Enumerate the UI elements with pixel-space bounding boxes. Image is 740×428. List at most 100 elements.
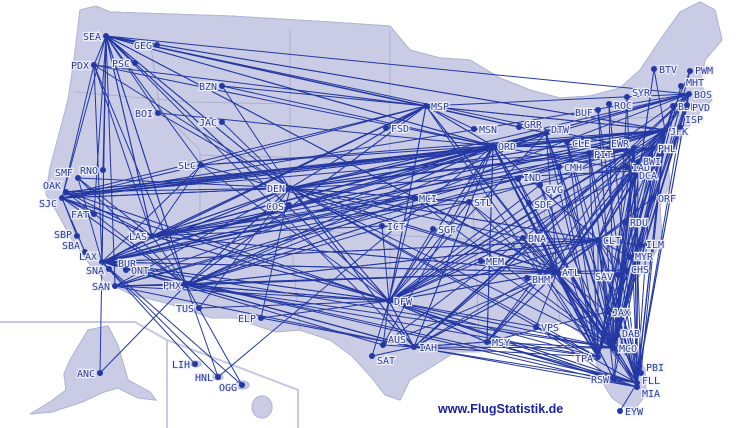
airport-sbp[interactable]: SBP (53, 229, 80, 242)
airport-btv[interactable]: BTV (651, 64, 678, 77)
airport-tus[interactable]: TUS (175, 303, 202, 316)
airport-myr[interactable]: MYR (627, 251, 655, 264)
airport-sdf[interactable]: SDF (526, 199, 553, 212)
airport-bos[interactable]: BOS (686, 89, 713, 102)
airport-iad[interactable]: IAD (624, 162, 651, 175)
airport-den[interactable]: DEN (266, 183, 293, 196)
airport-sgf[interactable]: SGF (430, 224, 457, 237)
airport-smf[interactable]: SMF (54, 167, 81, 181)
airport-pit[interactable]: PIT (586, 149, 613, 162)
airport-las[interactable]: LAS (128, 231, 155, 244)
airport-phx[interactable]: PHX (162, 280, 189, 293)
airport-mht[interactable]: MHT (678, 77, 705, 90)
airport-sea[interactable]: SEA (82, 31, 109, 44)
airport-msy[interactable]: MSY (484, 337, 511, 350)
airport-code-label: CLE (572, 139, 590, 150)
airport-syr[interactable]: SYR (624, 87, 652, 100)
airport-atl[interactable]: ATL (554, 267, 581, 280)
airport-bzn[interactable]: BZN (198, 81, 225, 94)
airport-dot (686, 91, 692, 97)
airport-msn[interactable]: MSN (471, 124, 498, 137)
airport-san[interactable]: SAN (91, 281, 118, 294)
route-las-slc (151, 164, 202, 237)
airport-pbi[interactable]: PBI (638, 362, 665, 376)
airport-lih[interactable]: LIH (171, 359, 198, 372)
airport-dtw[interactable]: DTW (543, 124, 571, 137)
airport-dot (662, 127, 668, 133)
airport-sba[interactable]: SBA (61, 240, 88, 255)
airport-code-label: ANC (77, 369, 95, 380)
airport-msp[interactable]: MSP (423, 101, 450, 114)
airport-ogg[interactable]: OGG (218, 382, 245, 395)
airport-pvd[interactable]: PVD (684, 102, 711, 115)
airport-bwi[interactable]: BWI (635, 156, 662, 169)
airport-chs[interactable]: CHS (623, 264, 650, 277)
airport-stl[interactable]: STL (466, 197, 493, 210)
airport-lax[interactable]: LAX (78, 251, 105, 265)
airport-iah[interactable]: IAH (411, 342, 438, 355)
airport-boi[interactable]: BOI (134, 108, 161, 121)
airport-ont[interactable]: ONT (123, 265, 150, 278)
airport-roc[interactable]: ROC (606, 100, 633, 113)
airport-ord[interactable]: ORD (490, 141, 517, 154)
airport-ewr[interactable]: EWR (610, 138, 637, 151)
route-ord-boi (157, 112, 494, 147)
airport-rdu[interactable]: RDU (622, 217, 649, 230)
airport-jax[interactable]: JAX (604, 307, 631, 320)
airport-mem[interactable]: MEM (478, 256, 505, 269)
airport-cmh[interactable]: CMH (556, 162, 583, 175)
airport-jac[interactable]: JAC (198, 117, 225, 130)
airport-clt[interactable]: CLT (595, 235, 622, 248)
airport-jfk[interactable]: JFK (662, 126, 689, 139)
airport-sna[interactable]: SNA (85, 265, 112, 278)
route-iah-mco (413, 346, 615, 349)
airport-grr[interactable]: GRR (516, 119, 544, 132)
airport-sav[interactable]: SAV (594, 271, 621, 284)
airport-fat[interactable]: FAT (70, 209, 97, 222)
airport-rsw[interactable]: RSW (590, 374, 617, 387)
airport-code-label: BWI (643, 157, 661, 168)
route-las-sea (105, 35, 153, 237)
airport-dot (611, 345, 617, 351)
airport-ind[interactable]: IND (515, 172, 542, 185)
airport-dot (75, 175, 81, 181)
airport-anc[interactable]: ANC (76, 368, 103, 381)
airport-psc[interactable]: PSC (111, 58, 138, 71)
airport-orf[interactable]: ORF (650, 193, 677, 206)
airport-slc[interactable]: SLC (177, 160, 204, 173)
airport-tpa[interactable]: TPA (574, 353, 601, 366)
airport-bna[interactable]: BNA (520, 233, 547, 246)
airport-oak[interactable]: OAK (42, 180, 69, 195)
airport-dab[interactable]: DAB (614, 328, 641, 341)
airport-hnl[interactable]: HNL (194, 372, 221, 385)
airport-aus[interactable]: AUS (380, 334, 407, 348)
airport-mco[interactable]: MCO (611, 343, 638, 356)
airport-ict[interactable]: ICT (379, 221, 406, 234)
airport-elp[interactable]: ELP (237, 313, 264, 326)
airport-cos[interactable]: COS (265, 201, 292, 214)
airport-rno[interactable]: RNO (79, 165, 106, 178)
airport-fsd[interactable]: FSD (383, 123, 410, 136)
airport-dfw[interactable]: DFW (386, 296, 414, 309)
airport-eyw[interactable]: EYW (617, 406, 645, 419)
airport-isp[interactable]: ISP (677, 114, 704, 130)
airport-mci[interactable]: MCI (411, 193, 438, 206)
airport-sjc[interactable]: SJC (38, 195, 65, 211)
route-las-sjc (61, 197, 153, 237)
airport-sat[interactable]: SAT (369, 353, 396, 368)
airport-phl[interactable]: PHL (650, 143, 677, 156)
airport-bur[interactable]: BUR (110, 258, 138, 271)
airport-pdx[interactable]: PDX (70, 60, 97, 73)
airport-geg[interactable]: GEG (133, 40, 160, 53)
airport-ilm[interactable]: ILM (638, 239, 665, 252)
website-credit[interactable]: www.FlugStatistik.de (438, 402, 564, 416)
airport-buf[interactable]: BUF (574, 107, 601, 120)
route-msy-ord (486, 145, 494, 343)
airport-bhm[interactable]: BHM (524, 274, 551, 287)
airport-vps[interactable]: VPS (533, 322, 560, 335)
airport-cvg[interactable]: CVG (537, 182, 564, 197)
airport-pwm[interactable]: PWM (687, 65, 714, 78)
airport-mia[interactable]: MIA (634, 384, 661, 401)
airport-cle[interactable]: CLE (564, 138, 591, 151)
airport-dca[interactable]: DCA (631, 168, 658, 183)
